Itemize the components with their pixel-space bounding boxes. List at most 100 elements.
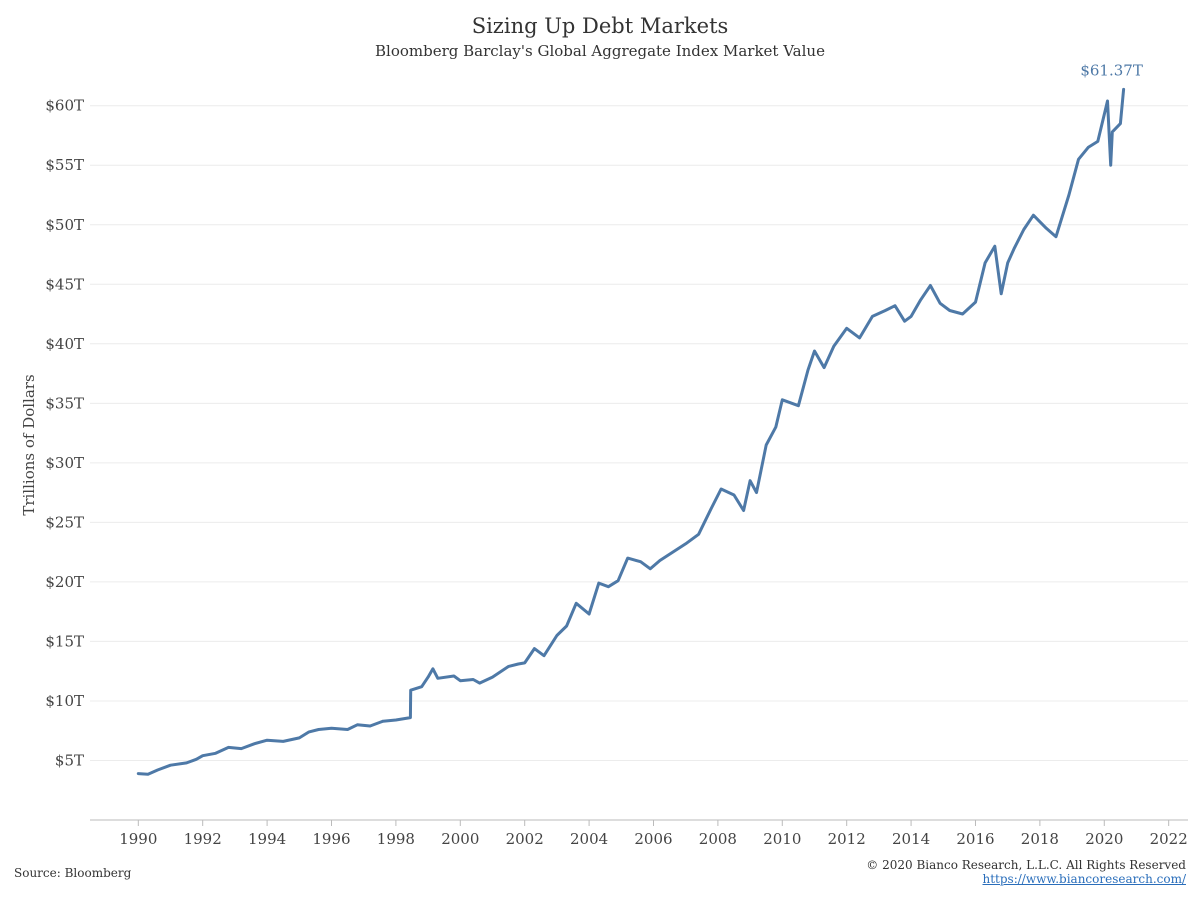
- data-point: [437, 677, 439, 679]
- y-tick-label: $45T: [45, 275, 84, 293]
- data-point: [266, 739, 268, 741]
- data-point: [672, 551, 674, 553]
- data-point: [1097, 140, 1099, 142]
- data-point: [137, 773, 139, 775]
- data-point: [627, 557, 629, 559]
- data-point: [807, 369, 809, 371]
- data-point: [524, 662, 526, 664]
- y-tick-label: $60T: [45, 97, 84, 115]
- data-point: [685, 543, 687, 545]
- data-point: [169, 764, 172, 766]
- data-point: [240, 748, 242, 750]
- data-point: [472, 678, 474, 681]
- data-point: [491, 676, 494, 678]
- data-point: [1106, 100, 1109, 102]
- data-point: [543, 655, 545, 657]
- data-point: [318, 728, 320, 731]
- x-tick-label: 2020: [1085, 830, 1123, 848]
- chart-subtitle: Bloomberg Barclay's Global Aggregate Ind…: [375, 42, 825, 60]
- x-tick-label: 2010: [763, 830, 801, 848]
- data-point: [459, 680, 461, 682]
- y-tick-label: $5T: [55, 751, 84, 769]
- data-point: [1055, 236, 1057, 238]
- x-tick-label: 2006: [634, 830, 672, 848]
- data-point: [157, 769, 159, 771]
- data-point: [409, 717, 411, 719]
- data-point: [640, 561, 642, 563]
- data-point: [556, 634, 558, 637]
- y-tick-label: $55T: [45, 156, 84, 174]
- data-point: [749, 480, 751, 482]
- data-point: [1023, 228, 1025, 231]
- x-tick-label: 2018: [1021, 830, 1059, 848]
- data-point: [421, 686, 423, 688]
- data-point: [330, 727, 333, 729]
- data-point: [859, 337, 861, 339]
- data-point: [215, 752, 217, 754]
- data-point: [962, 313, 964, 315]
- data-point: [1068, 194, 1070, 196]
- data-point: [939, 302, 941, 304]
- data-point: [871, 315, 874, 317]
- data-point: [282, 740, 284, 743]
- x-tick-label: 2000: [441, 830, 479, 848]
- series-line: [136, 87, 1126, 776]
- data-point: [929, 284, 932, 287]
- x-tick-label: 2004: [570, 830, 608, 848]
- data-point: [607, 586, 610, 588]
- x-axis: 1990 1992 1994 1996 1998 2000 2002 2004 2006 2008…: [119, 820, 1188, 848]
- data-point: [195, 758, 197, 760]
- y-tick-label: $20T: [45, 573, 84, 591]
- data-point: [588, 613, 590, 615]
- data-point: [813, 350, 816, 352]
- data-point: [781, 399, 783, 401]
- data-point: [1045, 227, 1047, 229]
- data-point: [1007, 262, 1009, 264]
- data-point: [427, 676, 429, 678]
- data-point: [823, 367, 825, 369]
- data-point: [347, 728, 349, 731]
- data-point: [884, 309, 886, 312]
- x-tick-label: 2014: [892, 830, 930, 848]
- data-point: [649, 568, 651, 570]
- data-point: [453, 675, 455, 677]
- website-link[interactable]: https://www.biancoresearch.com/: [982, 872, 1186, 886]
- y-tick-label: $10T: [45, 692, 84, 710]
- data-point: [791, 402, 793, 404]
- data-point: [382, 720, 384, 722]
- data-point: [186, 762, 188, 764]
- y-tick-label: $30T: [45, 454, 84, 472]
- y-axis: $5T $10T $15T $20T $25T $30T $35T $40T $45T $50T $…: [45, 97, 84, 770]
- data-point: [720, 488, 722, 490]
- data-point: [984, 262, 986, 264]
- data-point: [617, 580, 619, 582]
- data-point: [698, 533, 700, 535]
- chart-title: Sizing Up Debt Markets: [471, 14, 729, 38]
- x-tick-label: 1996: [312, 830, 350, 848]
- y-tick-label: $35T: [45, 394, 84, 412]
- data-point: [733, 494, 735, 496]
- data-point: [202, 755, 204, 757]
- x-tick-label: 2002: [506, 830, 544, 848]
- x-tick-label: 2008: [699, 830, 737, 848]
- data-point: [1123, 88, 1125, 90]
- data-point: [904, 320, 906, 322]
- data-point: [410, 689, 412, 691]
- data-point: [833, 345, 835, 347]
- data-point: [1013, 248, 1015, 250]
- data-point: [994, 245, 996, 247]
- data-point: [1077, 158, 1080, 160]
- data-point: [575, 602, 577, 604]
- data-point: [1032, 214, 1034, 216]
- x-tick-label: 1992: [184, 830, 222, 848]
- x-tick-label: 1998: [377, 830, 415, 848]
- data-point: [533, 648, 536, 650]
- data-point: [369, 725, 371, 727]
- data-point: [1111, 131, 1113, 133]
- data-point: [1087, 146, 1089, 148]
- data-point: [356, 724, 358, 726]
- data-point: [1000, 293, 1002, 295]
- x-tick-label: 1994: [248, 830, 286, 848]
- data-point: [147, 773, 149, 775]
- data-point: [710, 507, 713, 509]
